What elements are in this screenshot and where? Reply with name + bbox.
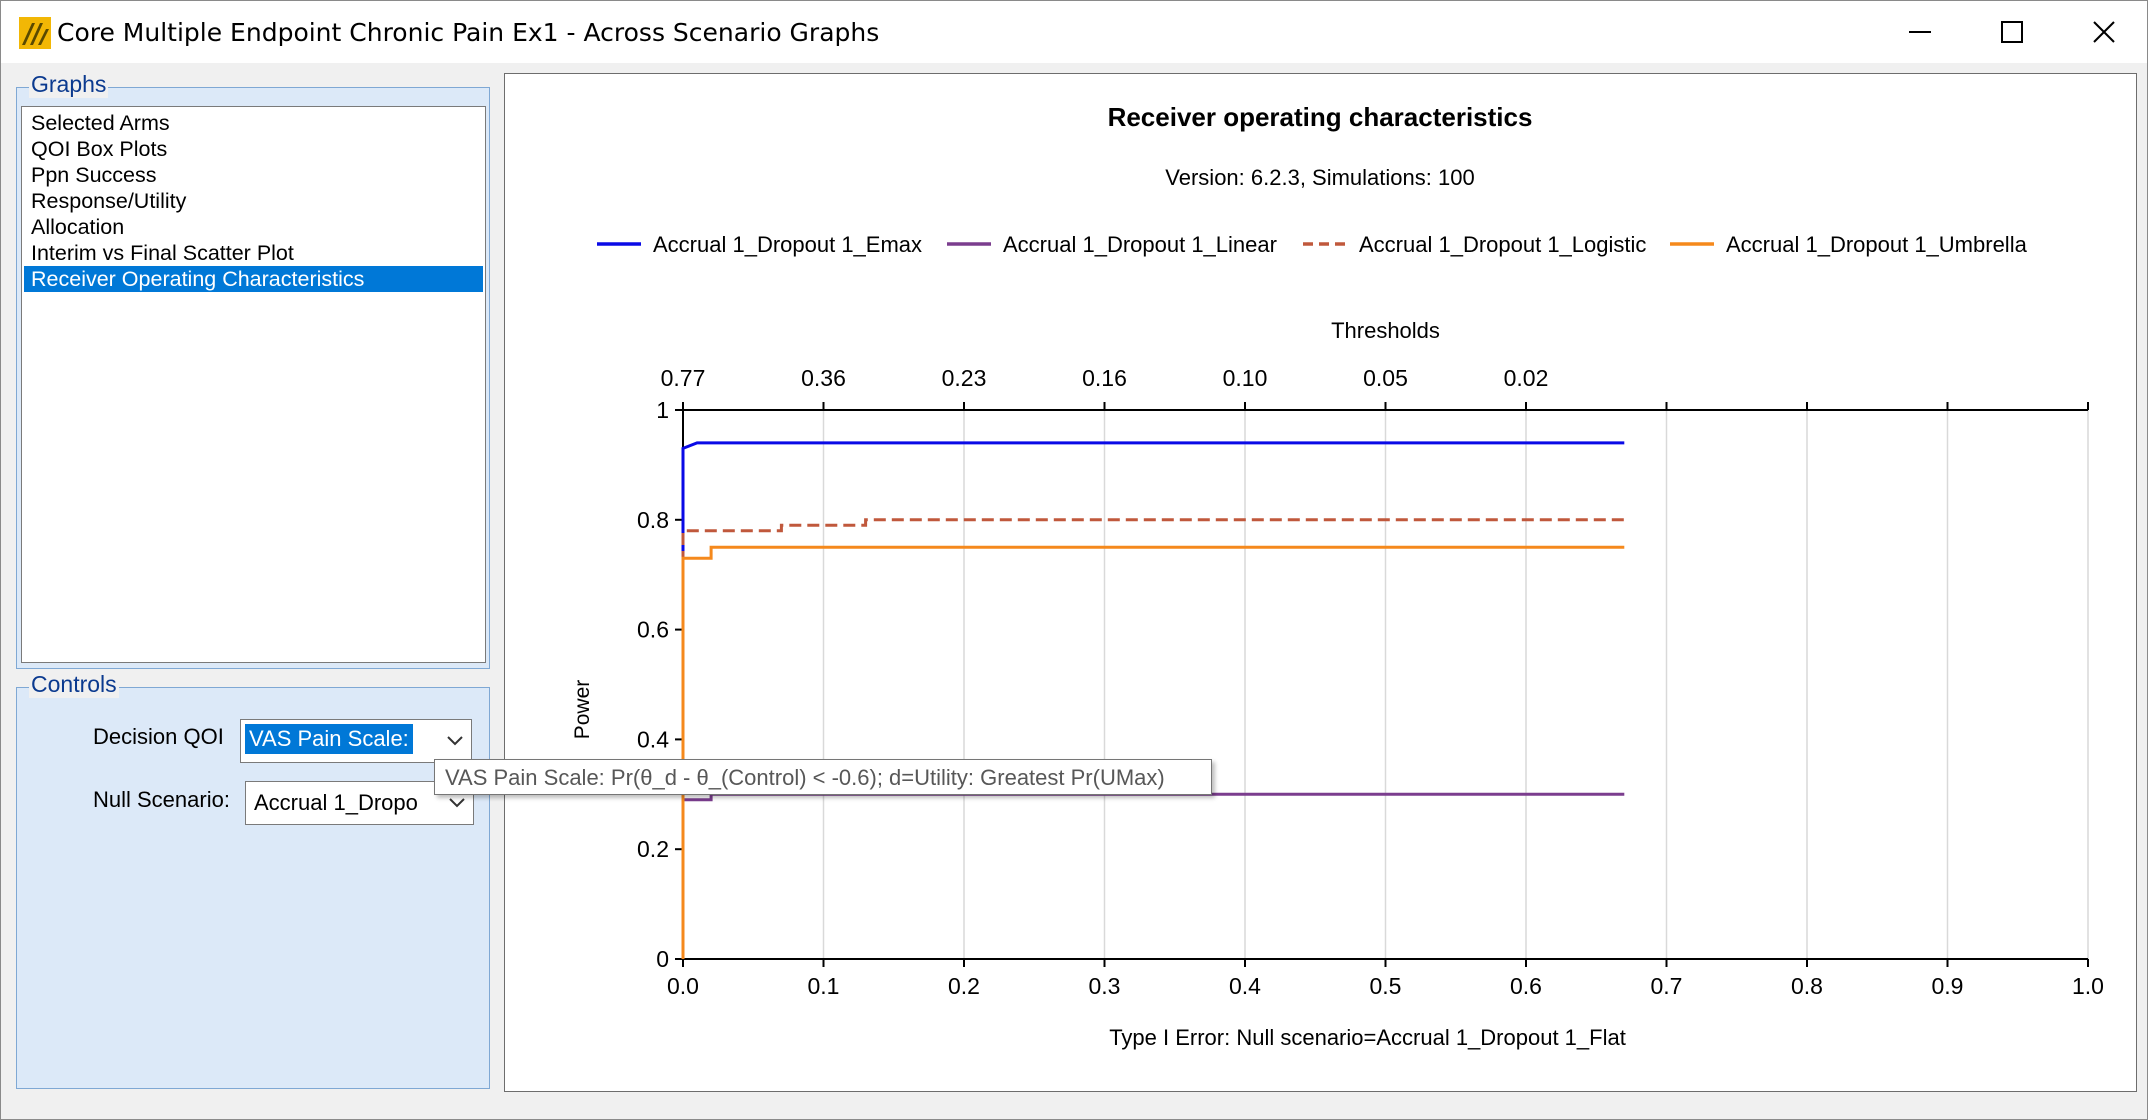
- threshold-tick-label: 0.16: [1082, 365, 1127, 391]
- x-tick-label: 0.4: [1229, 973, 1261, 999]
- x-axis-title: Type I Error: Null scenario=Accrual 1_Dr…: [1109, 1025, 1626, 1050]
- chart-subtitle: Version: 6.2.3, Simulations: 100: [1165, 165, 1474, 190]
- graph-list-item[interactable]: Receiver Operating Characteristics: [24, 266, 483, 292]
- decision-qoi-select[interactable]: VAS Pain Scale:: [240, 719, 472, 763]
- threshold-tick-label: 0.10: [1223, 365, 1268, 391]
- y-tick-label: 1: [656, 397, 669, 423]
- null-scenario-label: Null Scenario:: [93, 787, 230, 812]
- y-tick-label: 0.4: [637, 726, 669, 752]
- graph-list-item[interactable]: Interim vs Final Scatter Plot: [31, 241, 294, 265]
- y-tick-label: 0.8: [637, 507, 669, 533]
- threshold-tick-label: 0.23: [942, 365, 987, 391]
- x-tick-label: 0.3: [1089, 973, 1121, 999]
- window-title: Core Multiple Endpoint Chronic Pain Ex1 …: [57, 18, 880, 47]
- top-axis-title: Thresholds: [1331, 318, 1440, 343]
- minimize-button[interactable]: [1873, 1, 1965, 63]
- x-tick-label: 0.0: [667, 973, 699, 999]
- maximize-button[interactable]: [1965, 1, 2057, 63]
- threshold-tick-label: 0.05: [1363, 365, 1408, 391]
- chart-title: Receiver operating characteristics: [1108, 102, 1533, 132]
- decision-qoi-value: VAS Pain Scale:: [245, 724, 413, 754]
- close-icon: [2093, 21, 2115, 43]
- threshold-tick-label: 0.02: [1504, 365, 1549, 391]
- x-tick-label: 0.6: [1510, 973, 1542, 999]
- x-tick-label: 0.9: [1932, 973, 1964, 999]
- y-tick-label: 0: [656, 946, 669, 972]
- graphs-group-title: Graphs: [29, 71, 109, 98]
- chevron-down-icon: [447, 736, 463, 746]
- maximize-icon: [2001, 21, 2023, 43]
- series-line: [681, 518, 1625, 959]
- x-tick-label: 0.1: [808, 973, 840, 999]
- close-button[interactable]: [2057, 1, 2147, 63]
- decision-qoi-label: Decision QOI: [93, 724, 224, 749]
- chart-panel: Receiver operating characteristics Versio…: [504, 73, 2137, 1092]
- legend-label: Accrual 1_Dropout 1_Linear: [1003, 232, 1277, 257]
- graph-list-item[interactable]: QOI Box Plots: [31, 137, 168, 161]
- y-tick-label: 0.2: [637, 836, 669, 862]
- graph-list-item[interactable]: Ppn Success: [31, 163, 157, 187]
- legend-label: Accrual 1_Dropout 1_Umbrella: [1726, 232, 2028, 257]
- graph-list-item[interactable]: Selected Arms: [31, 111, 170, 135]
- x-tick-label: 0.2: [948, 973, 980, 999]
- x-tick-label: 0.8: [1791, 973, 1823, 999]
- minimize-icon: [1909, 31, 1931, 33]
- roc-chart[interactable]: Receiver operating characteristics Versio…: [505, 74, 2136, 1091]
- chevron-down-icon: [449, 798, 465, 808]
- graph-list-item[interactable]: Allocation: [31, 215, 125, 239]
- threshold-tick-label: 0.77: [661, 365, 706, 391]
- y-tick-label: 0.6: [637, 617, 669, 643]
- legend-label: Accrual 1_Dropout 1_Emax: [653, 232, 922, 257]
- series-line: [681, 545, 1625, 959]
- null-scenario-value: Accrual 1_Dropo: [254, 790, 418, 815]
- y-axis-title: Power: [571, 680, 594, 740]
- title-bar: Core Multiple Endpoint Chronic Pain Ex1 …: [1, 1, 2147, 63]
- tooltip: VAS Pain Scale: Pr(θ_d - θ_(Control) < -…: [434, 759, 1212, 795]
- graphs-list[interactable]: Selected Arms QOI Box Plots Ppn Success Res…: [21, 106, 486, 663]
- facts-logo-icon: [19, 17, 51, 49]
- graph-list-item[interactable]: Response/Utility: [31, 189, 187, 213]
- controls-group-title: Controls: [29, 671, 119, 698]
- null-scenario-select[interactable]: Accrual 1_Dropo: [245, 781, 474, 825]
- legend-label: Accrual 1_Dropout 1_Logistic: [1359, 232, 1646, 257]
- x-tick-label: 0.7: [1651, 973, 1683, 999]
- x-tick-label: 0.5: [1370, 973, 1402, 999]
- x-tick-label: 1.0: [2072, 973, 2104, 999]
- threshold-tick-label: 0.36: [801, 365, 846, 391]
